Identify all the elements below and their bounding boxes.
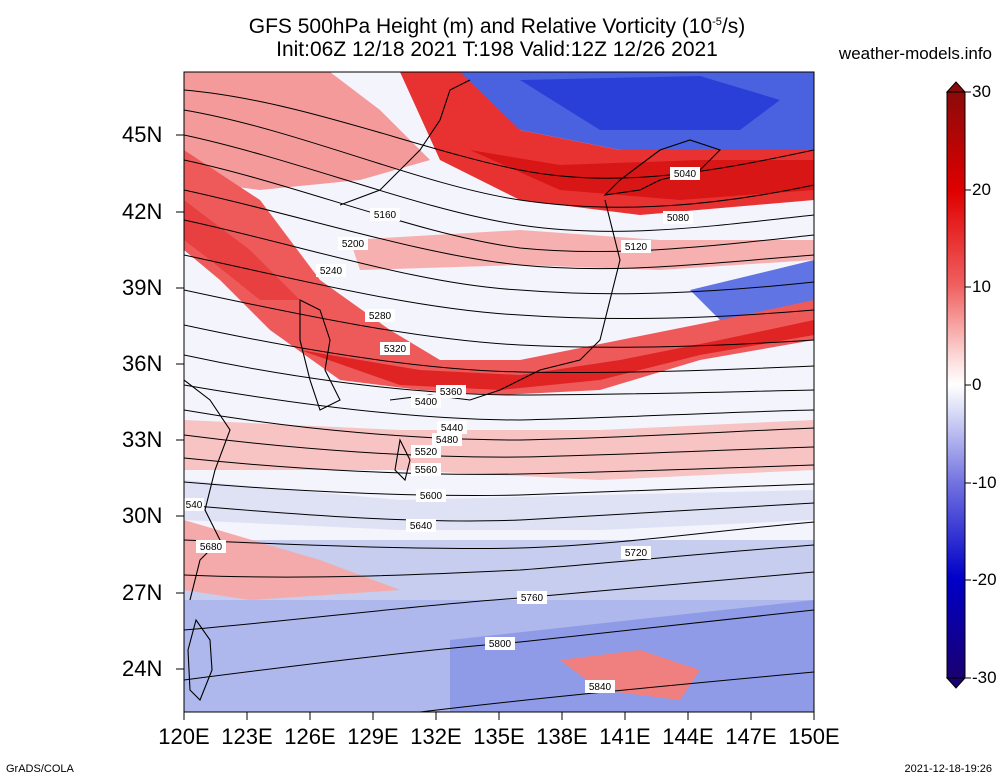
contour-label-text: 5760 xyxy=(521,593,544,604)
vorticity-field xyxy=(184,72,814,712)
colorbar-label: 0 xyxy=(972,375,982,394)
lat-label: 39N xyxy=(122,275,163,300)
colorbar xyxy=(945,81,971,689)
contour-label-5560: 5560 xyxy=(411,463,441,476)
contour-label-text: 5840 xyxy=(589,682,612,693)
contour-label-5480: 5480 xyxy=(432,433,462,446)
title-exponent: -5 xyxy=(712,16,722,28)
lat-label: 33N xyxy=(122,427,163,452)
contour-label-text: 5400 xyxy=(415,397,438,408)
contour-label-text: 5040 xyxy=(674,169,697,180)
contour-label-5040: 5040 xyxy=(670,167,700,180)
lon-label: 132E xyxy=(410,724,462,749)
contour-label-5080: 5080 xyxy=(663,211,693,224)
colorbar-label: 10 xyxy=(972,277,991,296)
colorbar-label: -20 xyxy=(972,570,997,589)
contour-label-text: 5240 xyxy=(320,266,343,277)
lat-label: 42N xyxy=(122,199,163,224)
lat-label: 27N xyxy=(122,580,163,605)
contour-label-text: 5440 xyxy=(441,423,464,434)
contour-label-5280: 5280 xyxy=(365,309,395,322)
lon-label: 135E xyxy=(473,724,525,749)
contour-label-text: 5720 xyxy=(625,548,648,559)
contour-label-text: 5360 xyxy=(440,387,463,398)
colorbar-label: 30 xyxy=(972,82,991,101)
lon-label: 147E xyxy=(725,724,777,749)
colorbar-label: -10 xyxy=(972,473,997,492)
contour-label-5160: 5160 xyxy=(370,208,400,221)
footer-timestamp: 2021-12-18-19:26 xyxy=(904,763,992,775)
lon-label: 120E xyxy=(158,724,210,749)
title-line1-end: /s) xyxy=(721,15,746,38)
contour-label-5600: 5600 xyxy=(416,489,446,502)
title-line1: GFS 500hPa Height (m) and Relative Vorti… xyxy=(248,15,713,38)
lon-label: 129E xyxy=(347,724,399,749)
colorbar-bottom-arrow xyxy=(945,677,967,689)
lat-label: 45N xyxy=(122,122,163,147)
contour-label-text: 5320 xyxy=(384,344,407,355)
colorbar-label: 20 xyxy=(972,180,991,199)
height-contours xyxy=(184,89,814,712)
contour-label-5720: 5720 xyxy=(621,546,651,559)
lon-label: 123E xyxy=(221,724,273,749)
contour-label-5840: 5840 xyxy=(585,680,615,693)
contour-label-5320: 5320 xyxy=(380,342,410,355)
lat-label: 24N xyxy=(122,656,163,681)
contour-label-text: 5160 xyxy=(374,210,397,221)
lat-label: 36N xyxy=(122,351,163,376)
contour-label-text: 540 xyxy=(186,500,203,511)
contour-label-text: 5200 xyxy=(342,239,365,250)
contour-label-text: 5280 xyxy=(369,311,392,322)
contour-label-5120: 5120 xyxy=(621,240,651,253)
contour-label-5440: 5440 xyxy=(437,421,467,434)
lon-label: 141E xyxy=(599,724,651,749)
lon-label: 138E xyxy=(536,724,588,749)
contour-label-5760: 5760 xyxy=(517,591,547,604)
contour-label-text: 5560 xyxy=(415,465,438,476)
colorbar-top-arrow xyxy=(945,81,967,93)
contour-label-5360: 5360 xyxy=(436,385,466,398)
contour-label-5200: 5200 xyxy=(338,237,368,250)
source-credit: weather-models.info xyxy=(838,44,992,63)
footer-software: GrADS/COLA xyxy=(6,763,74,775)
contour-label-text: 5480 xyxy=(436,435,459,446)
contour-label-text: 5800 xyxy=(489,639,512,650)
contour-label-text: 5680 xyxy=(200,542,223,553)
contour-label-5240: 5240 xyxy=(316,264,346,277)
colorbar-label: -30 xyxy=(972,668,997,687)
contour-label-text: 5080 xyxy=(667,213,690,224)
contour-label-text: 5640 xyxy=(410,521,433,532)
axis-ticks xyxy=(176,134,815,720)
chart-subtitle: Init:06Z 12/18 2021 T:198 Valid:12Z 12/2… xyxy=(276,38,718,61)
contour-label-text: 5600 xyxy=(420,491,443,502)
lon-label: 144E xyxy=(662,724,714,749)
contour-label-text: 5120 xyxy=(625,242,648,253)
contour-label-5400: 5400 xyxy=(411,395,441,408)
contour-labels: 5040 5080 5120 5160 5200 5240 5280 5320 … xyxy=(184,167,700,693)
contour-label-5800: 5800 xyxy=(485,637,515,650)
contour-label-text: 5520 xyxy=(415,447,438,458)
lon-label: 126E xyxy=(284,724,336,749)
contour-label-5680: 5680 xyxy=(196,540,226,553)
coastlines xyxy=(184,79,722,701)
contour-label-5640: 5640 xyxy=(406,519,436,532)
contour-label-5520: 5520 xyxy=(411,445,441,458)
chart-title: GFS 500hPa Height (m) and Relative Vorti… xyxy=(0,10,997,39)
lon-label: 150E xyxy=(788,724,840,749)
contour-label-540: 540 xyxy=(184,498,204,511)
lat-label: 30N xyxy=(122,503,163,528)
